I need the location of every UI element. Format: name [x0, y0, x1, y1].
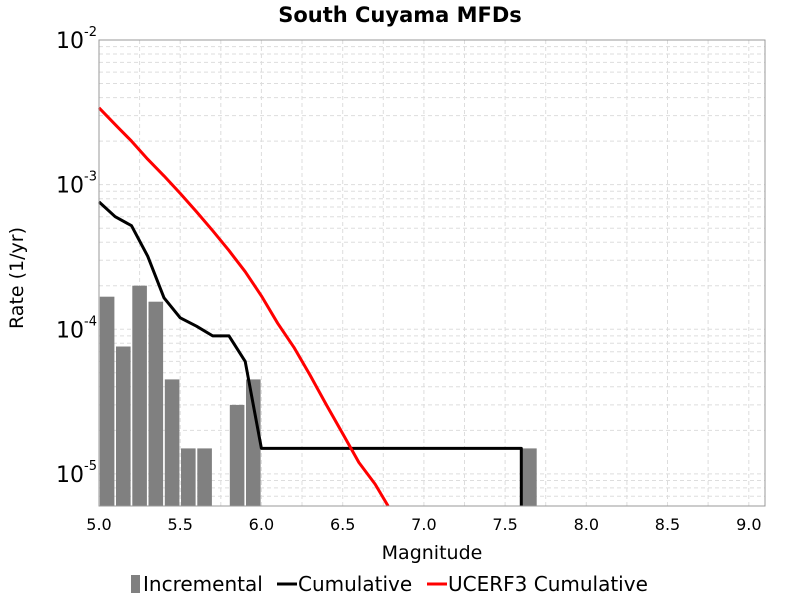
y-tick-labels: 10-5 10-4 10-3 10-2: [56, 25, 97, 488]
x-tick-label: 7.0: [411, 515, 436, 534]
x-tick-label: 6.0: [249, 515, 274, 534]
x-axis-label: Magnitude: [382, 542, 483, 564]
x-tick-label: 8.0: [574, 515, 599, 534]
ucerf3-cumulative-line: [97, 106, 390, 507]
plot-background: [99, 40, 765, 506]
x-tick-label: 5.5: [167, 515, 192, 534]
x-tick-label: 7.5: [492, 515, 517, 534]
x-tick-label: 9.0: [736, 515, 761, 534]
incremental-bar: [181, 448, 196, 506]
incremental-bar: [522, 448, 537, 506]
bars-layer: [99, 285, 537, 506]
x-tick-label: 8.5: [655, 515, 680, 534]
incremental-bar: [116, 346, 131, 506]
legend: Incremental Cumulative UCERF3 Cumulative: [131, 572, 648, 596]
incremental-bar: [132, 285, 147, 506]
y-axis-label: Rate (1/yr): [6, 227, 28, 329]
y-tick-label: 10-2: [56, 25, 97, 54]
cumulative-line: [97, 200, 523, 506]
x-tick-label: 5.0: [86, 515, 111, 534]
incremental-bar: [229, 404, 245, 506]
plot-border: [98, 39, 766, 507]
legend-swatch-incremental: [131, 575, 140, 593]
x-tick-labels: 5.0 5.5 6.0 6.5 7.0 7.5 8.0 8.5 9.0: [86, 515, 761, 534]
incremental-bar: [197, 448, 212, 506]
lines-layer: [97, 106, 523, 507]
y-tick-label: 10-3: [56, 170, 97, 199]
legend-label-cumulative: Cumulative: [298, 572, 412, 596]
incremental-bar: [99, 296, 115, 506]
legend-label-incremental: Incremental: [143, 572, 263, 596]
y-tick-label: 10-4: [56, 314, 97, 343]
incremental-bar: [148, 301, 164, 506]
incremental-bar: [246, 379, 261, 506]
incremental-bar: [164, 379, 180, 506]
legend-label-ucerf3-cumulative: UCERF3 Cumulative: [448, 572, 648, 596]
chart-title: South Cuyama MFDs: [278, 3, 522, 27]
y-tick-label: 10-5: [56, 459, 97, 488]
x-tick-label: 6.5: [330, 515, 355, 534]
